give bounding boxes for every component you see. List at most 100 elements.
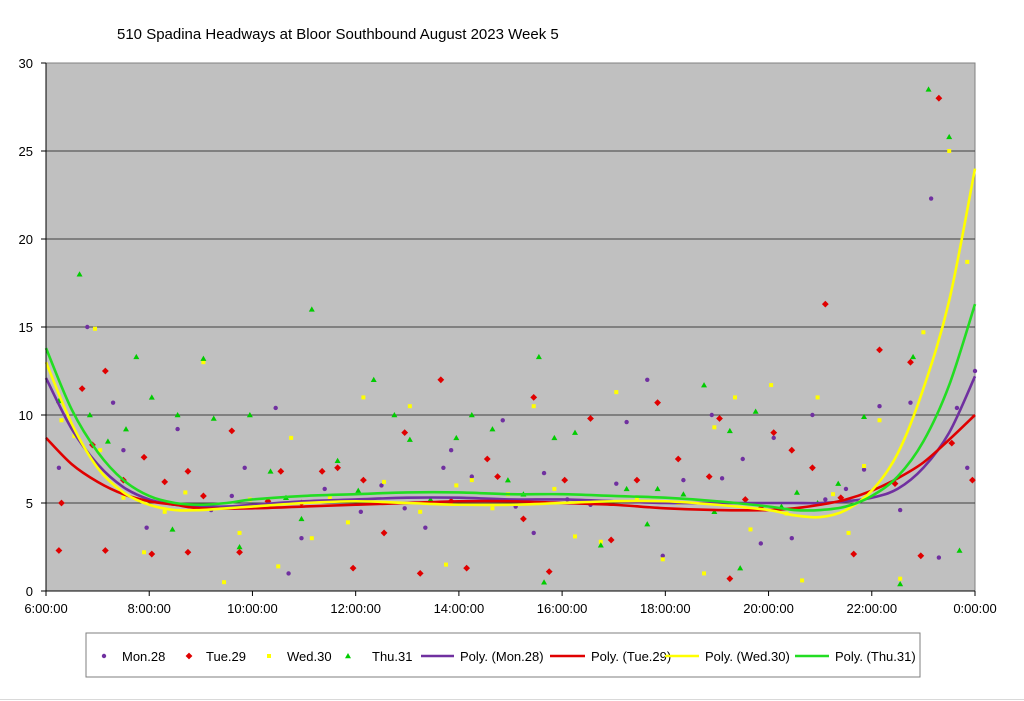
legend-label: Poly. (Mon.28) <box>460 649 544 664</box>
data-point <box>454 483 459 488</box>
data-point <box>437 376 445 384</box>
data-point <box>142 550 147 555</box>
data-point <box>148 550 156 558</box>
data-point <box>705 473 713 480</box>
data-point <box>917 552 925 560</box>
trend-line <box>44 168 977 519</box>
data-point <box>276 564 281 569</box>
y-tick-label: 20 <box>19 232 33 247</box>
data-point <box>680 491 687 497</box>
data-point <box>286 571 291 576</box>
data-point <box>771 435 776 441</box>
data-point <box>148 394 155 400</box>
data-point <box>144 525 149 530</box>
data-point <box>453 434 460 441</box>
data-point <box>448 448 454 453</box>
data-point <box>174 412 181 418</box>
data-point <box>928 196 934 201</box>
legend-label: Tue.29 <box>206 649 246 664</box>
data-point <box>110 400 116 405</box>
data-point <box>972 368 978 374</box>
legend-label: Poly. (Thu.31) <box>835 649 916 664</box>
legend-marker <box>267 654 271 658</box>
data-point <box>494 473 501 480</box>
data-point <box>242 465 247 470</box>
legend-label: Mon.28 <box>122 649 165 664</box>
data-point <box>289 435 294 440</box>
data-point <box>504 477 511 483</box>
data-point <box>969 476 976 484</box>
data-point <box>561 476 569 484</box>
data-point <box>334 464 342 472</box>
data-point <box>660 557 665 562</box>
legend-marker <box>345 653 351 659</box>
data-point <box>200 492 207 500</box>
y-tick-label: 10 <box>19 408 33 423</box>
data-point <box>427 496 434 502</box>
data-point <box>358 509 364 514</box>
data-point <box>298 515 305 522</box>
data-point <box>469 478 474 483</box>
data-point <box>788 446 796 454</box>
data-point <box>597 542 604 548</box>
x-tick-label: 22:00:00 <box>846 601 897 616</box>
data-point <box>349 564 357 572</box>
data-point <box>623 485 630 492</box>
data-point <box>716 415 723 422</box>
data-point <box>877 418 882 423</box>
data-point <box>327 495 332 500</box>
data-point <box>712 425 717 430</box>
data-point <box>719 476 725 481</box>
data-point <box>309 536 314 541</box>
data-point <box>402 506 407 511</box>
data-point <box>334 457 341 464</box>
data-point <box>122 426 129 432</box>
data-point <box>645 377 650 382</box>
data-point <box>56 465 62 470</box>
data-point <box>947 149 952 153</box>
data-point <box>222 580 227 585</box>
data-point <box>831 492 836 497</box>
data-point <box>936 555 942 560</box>
data-point <box>946 133 953 140</box>
data-point <box>441 465 446 470</box>
data-point <box>674 455 682 463</box>
data-point <box>545 568 553 576</box>
data-point <box>401 429 409 436</box>
data-point <box>733 395 738 400</box>
y-axis: 0 5 10 15 20 25 30 <box>19 56 46 599</box>
data-point <box>531 530 536 536</box>
data-point <box>443 562 448 567</box>
data-point <box>345 520 350 525</box>
data-point <box>133 353 140 360</box>
data-point <box>140 453 148 461</box>
data-point <box>361 395 366 400</box>
data-point <box>681 477 686 483</box>
x-tick-label: 14:00:00 <box>434 601 485 616</box>
x-tick-label: 6:00:00 <box>24 601 67 616</box>
data-point <box>184 548 192 556</box>
data-point <box>758 541 764 546</box>
data-point <box>162 509 167 514</box>
data-point <box>228 427 236 435</box>
data-point <box>423 525 428 530</box>
data-point <box>861 413 868 420</box>
data-point <box>846 530 851 535</box>
data-point <box>468 412 475 418</box>
data-point <box>741 496 749 503</box>
data-point <box>531 404 536 409</box>
data-point <box>572 429 579 435</box>
data-point <box>877 404 882 409</box>
chart-title: 510 Spadina Headways at Bloor Southbound… <box>117 26 559 43</box>
data-point <box>500 418 505 423</box>
data-point <box>72 434 77 439</box>
data-point <box>552 486 557 491</box>
data-point <box>660 553 665 558</box>
data-point <box>101 547 109 554</box>
data-point <box>921 330 926 335</box>
data-point <box>876 346 883 354</box>
data-point <box>184 467 192 475</box>
data-point <box>701 382 708 388</box>
data-point <box>815 395 820 400</box>
